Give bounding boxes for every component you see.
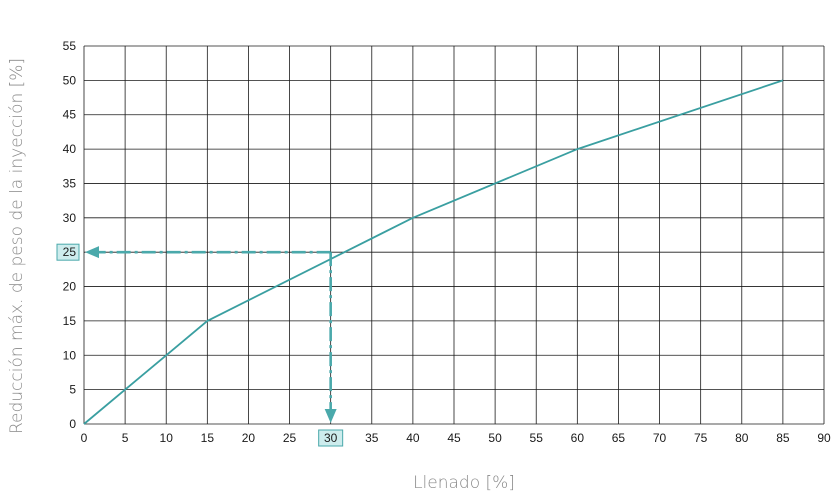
x-tick-label: 10 bbox=[160, 431, 174, 445]
y-tick-label: 0 bbox=[69, 417, 76, 431]
x-tick-label: 30 bbox=[324, 431, 338, 445]
y-tick-label: 40 bbox=[63, 142, 77, 156]
y-tick-label: 50 bbox=[63, 73, 77, 87]
x-tick-highlight bbox=[318, 429, 344, 447]
y-tick-label: 25 bbox=[63, 245, 77, 259]
series bbox=[83, 79, 784, 425]
series-line bbox=[83, 79, 784, 425]
y-axis-title: Reducción máx. de peso de la inyección [… bbox=[7, 58, 27, 434]
x-tick-label: 25 bbox=[283, 431, 297, 445]
tick-labels: 0 5 10 15 20 25 30 35 40 45 50 55 60 65 70 75 80 85 90 0 5 10… bbox=[56, 39, 831, 447]
annotation bbox=[85, 246, 337, 423]
x-axis-title: Llenado [%] bbox=[413, 473, 515, 493]
y-tick-label: 55 bbox=[63, 39, 77, 53]
x-tick-label: 35 bbox=[365, 431, 379, 445]
x-tick-label: 20 bbox=[242, 431, 256, 445]
x-tick-label: 40 bbox=[406, 431, 420, 445]
x-tick-label: 60 bbox=[571, 431, 585, 445]
x-tick-label: 65 bbox=[612, 431, 626, 445]
x-tick-label: 15 bbox=[201, 431, 215, 445]
x-tick-label: 70 bbox=[653, 431, 667, 445]
annotation-arrowhead-down bbox=[324, 409, 337, 423]
y-tick-label: 20 bbox=[63, 280, 77, 294]
grid bbox=[83, 45, 825, 425]
y-tick-label: 35 bbox=[63, 176, 77, 190]
y-tick-label: 30 bbox=[63, 211, 77, 225]
x-tick-label: 75 bbox=[694, 431, 708, 445]
x-tick-label: 50 bbox=[488, 431, 502, 445]
y-tick-label: 10 bbox=[63, 348, 77, 362]
y-tick-label: 5 bbox=[69, 383, 76, 397]
x-tick-label: 85 bbox=[776, 431, 790, 445]
y-tick-highlight bbox=[56, 243, 80, 261]
y-tick-label: 15 bbox=[63, 314, 77, 328]
y-tick-label: 45 bbox=[63, 108, 77, 122]
x-tick-label: 80 bbox=[735, 431, 749, 445]
annotation-arrowhead-left bbox=[85, 246, 99, 259]
x-tick-label: 5 bbox=[122, 431, 129, 445]
x-tick-label: 0 bbox=[81, 431, 88, 445]
x-tick-label: 90 bbox=[817, 431, 831, 445]
x-tick-label: 55 bbox=[530, 431, 544, 445]
x-tick-label: 45 bbox=[447, 431, 461, 445]
